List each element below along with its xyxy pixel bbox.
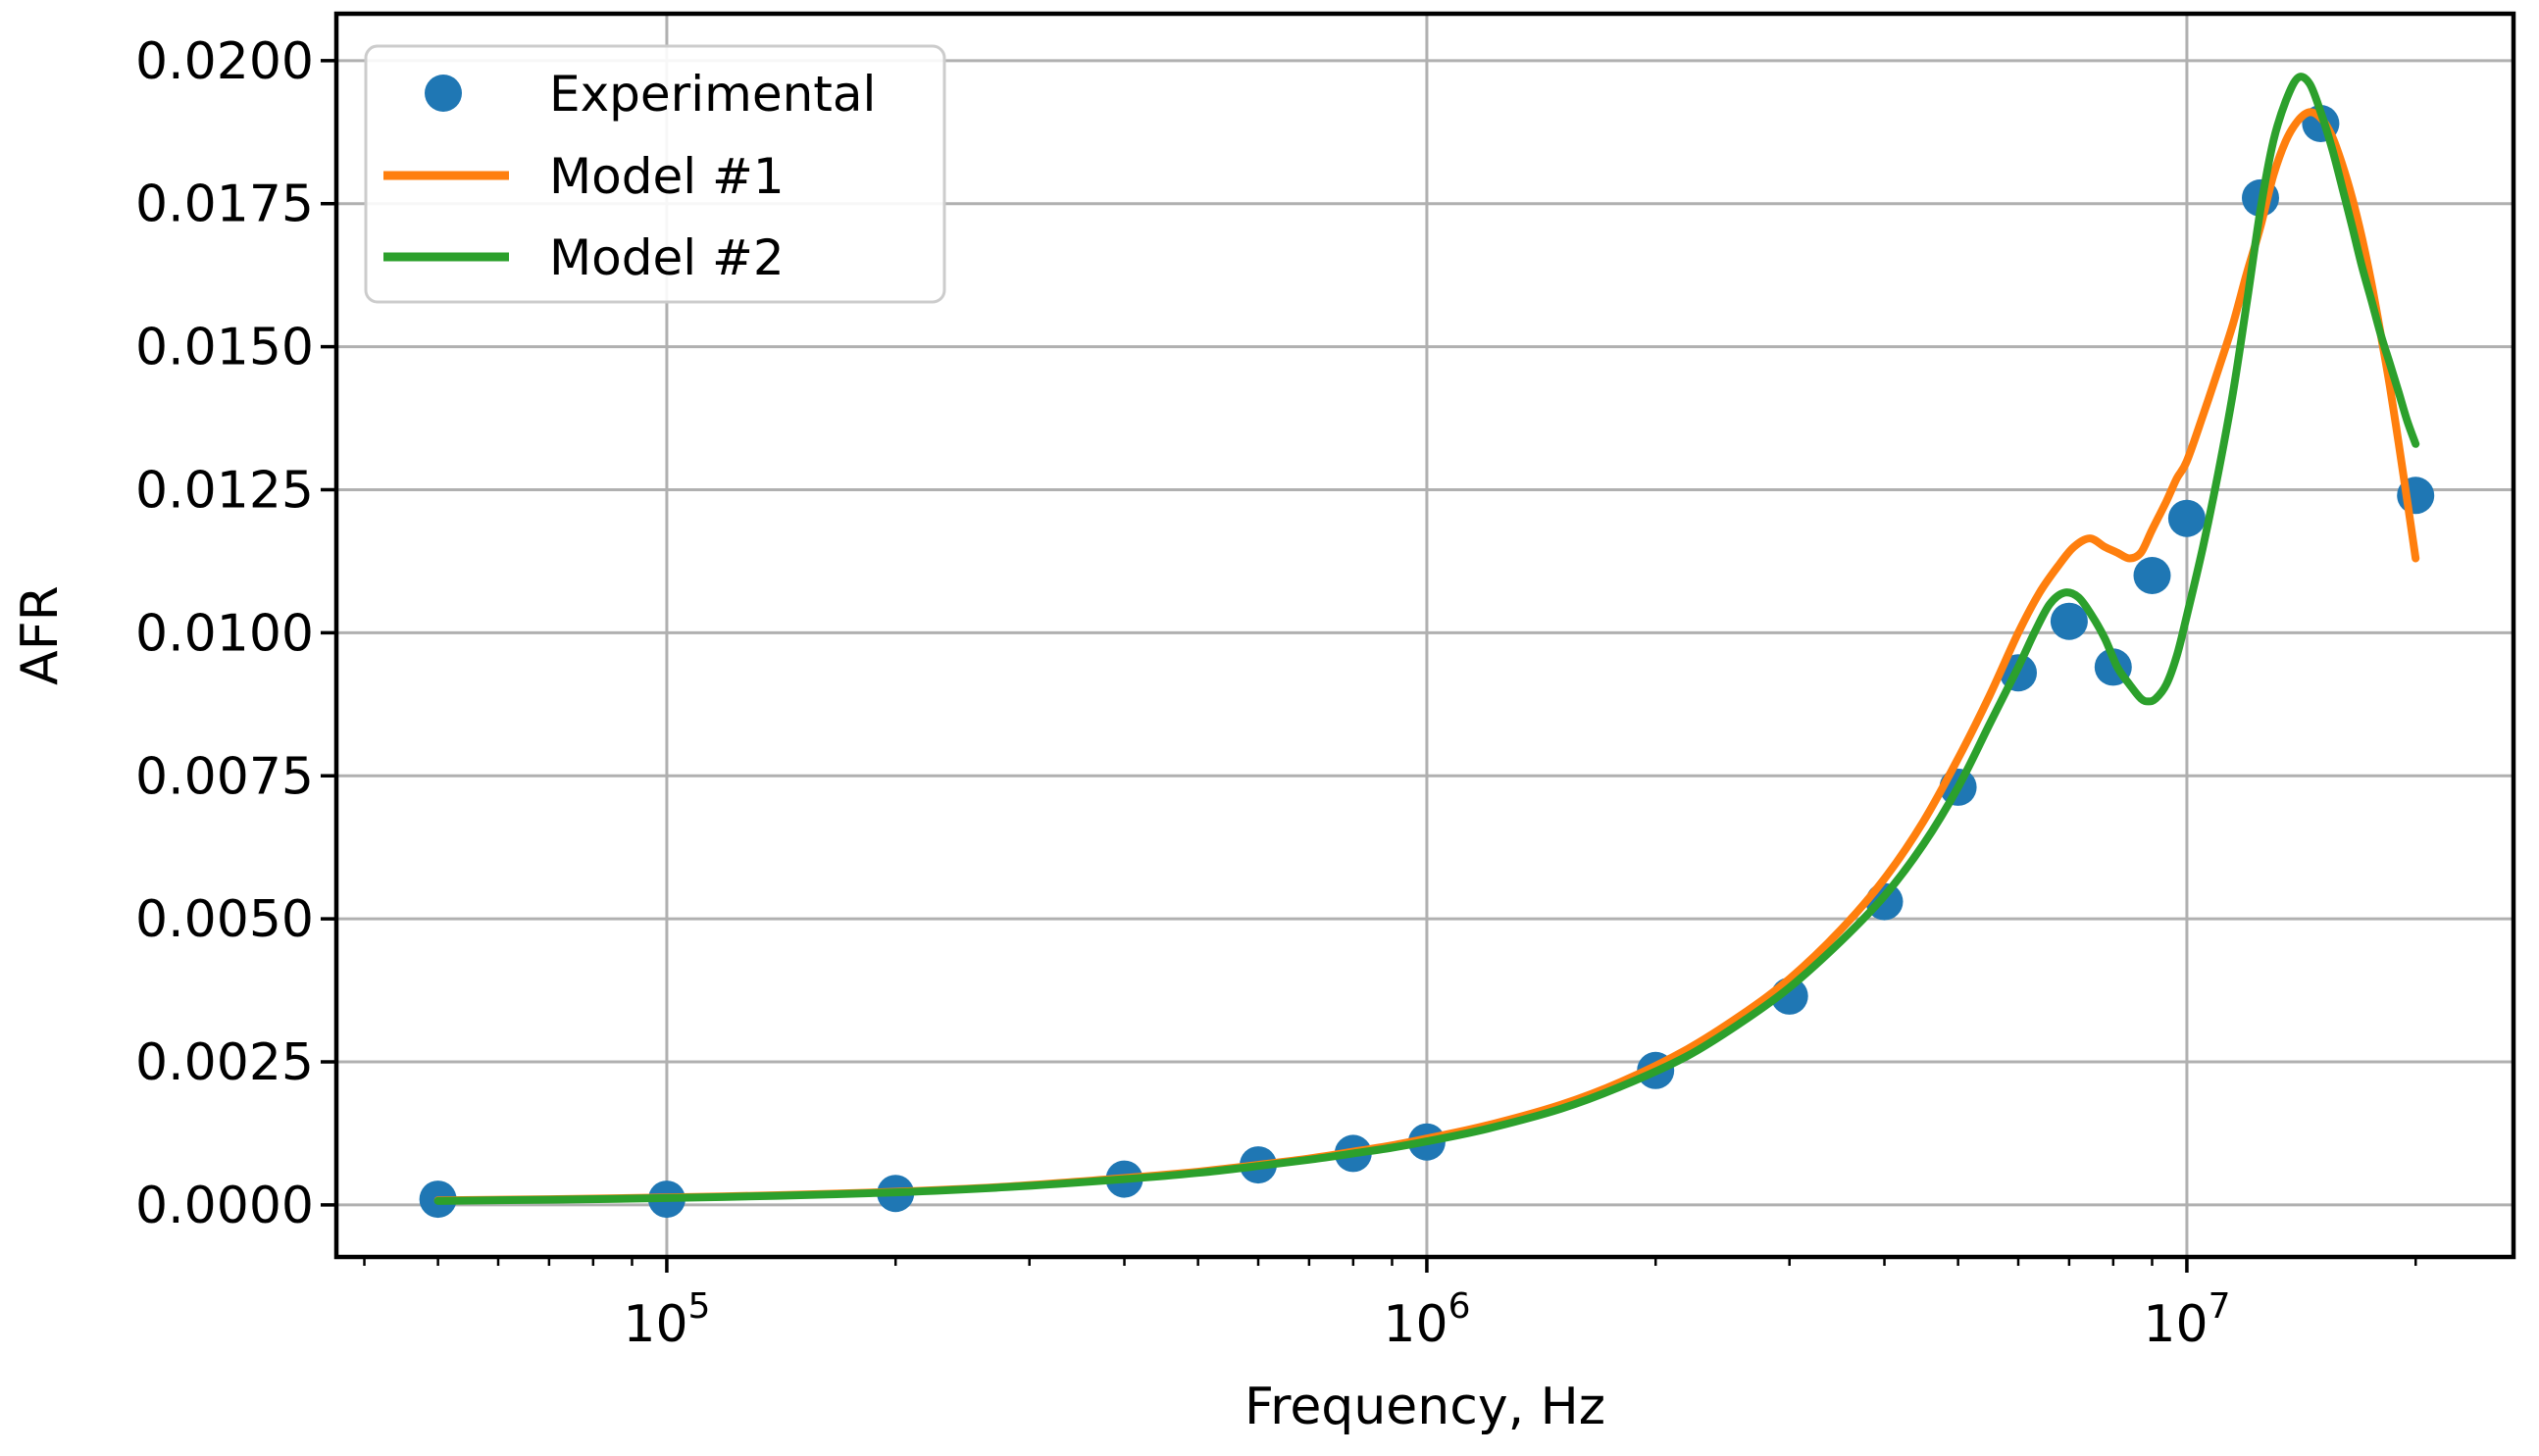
y-tick-label: 0.0025 [135,1033,314,1092]
x-tick-label: 105 [623,1286,710,1354]
legend-item-label: Experimental [549,66,876,123]
y-tick-label: 0.0000 [135,1177,314,1235]
axes-layer: 105 106 107 0.0000 0.0025 0.0050 0.0075 0.0100 0… [135,11,2516,1354]
legend-item-label: Model #2 [549,229,785,286]
legend-item: Model #1 [383,148,785,205]
y-tick-label: 0.0200 [135,32,314,91]
series-layer [419,73,2435,1219]
y-tick-label: 0.0150 [135,319,314,377]
y-tick-label: 0.0125 [135,461,314,520]
plot-border [333,11,2516,1260]
legend-item-label: Model #1 [549,148,785,205]
y-tick-label: 0.0075 [135,747,314,806]
legend: Experimental Model #1 Model #2 [364,44,946,304]
model-2-line [433,73,2420,1205]
legend-item: Experimental [425,66,876,123]
experimental-point [2050,602,2088,640]
x-tick-label: 107 [2143,1286,2230,1354]
y-axis-label: AFR [11,585,70,685]
experimental-point [2167,499,2206,537]
experimental-point [2133,557,2171,594]
legend-item: Model #2 [383,229,785,286]
y-tick-label: 0.0050 [135,890,314,949]
x-axis-label: Frequency, Hz [1244,1378,1605,1436]
y-tick-label: 0.0175 [135,176,314,234]
x-tick-label: 106 [1383,1286,1470,1354]
y-tick-label: 0.0100 [135,604,314,663]
legend-box [364,44,946,304]
legend-marker-icon [425,75,462,112]
